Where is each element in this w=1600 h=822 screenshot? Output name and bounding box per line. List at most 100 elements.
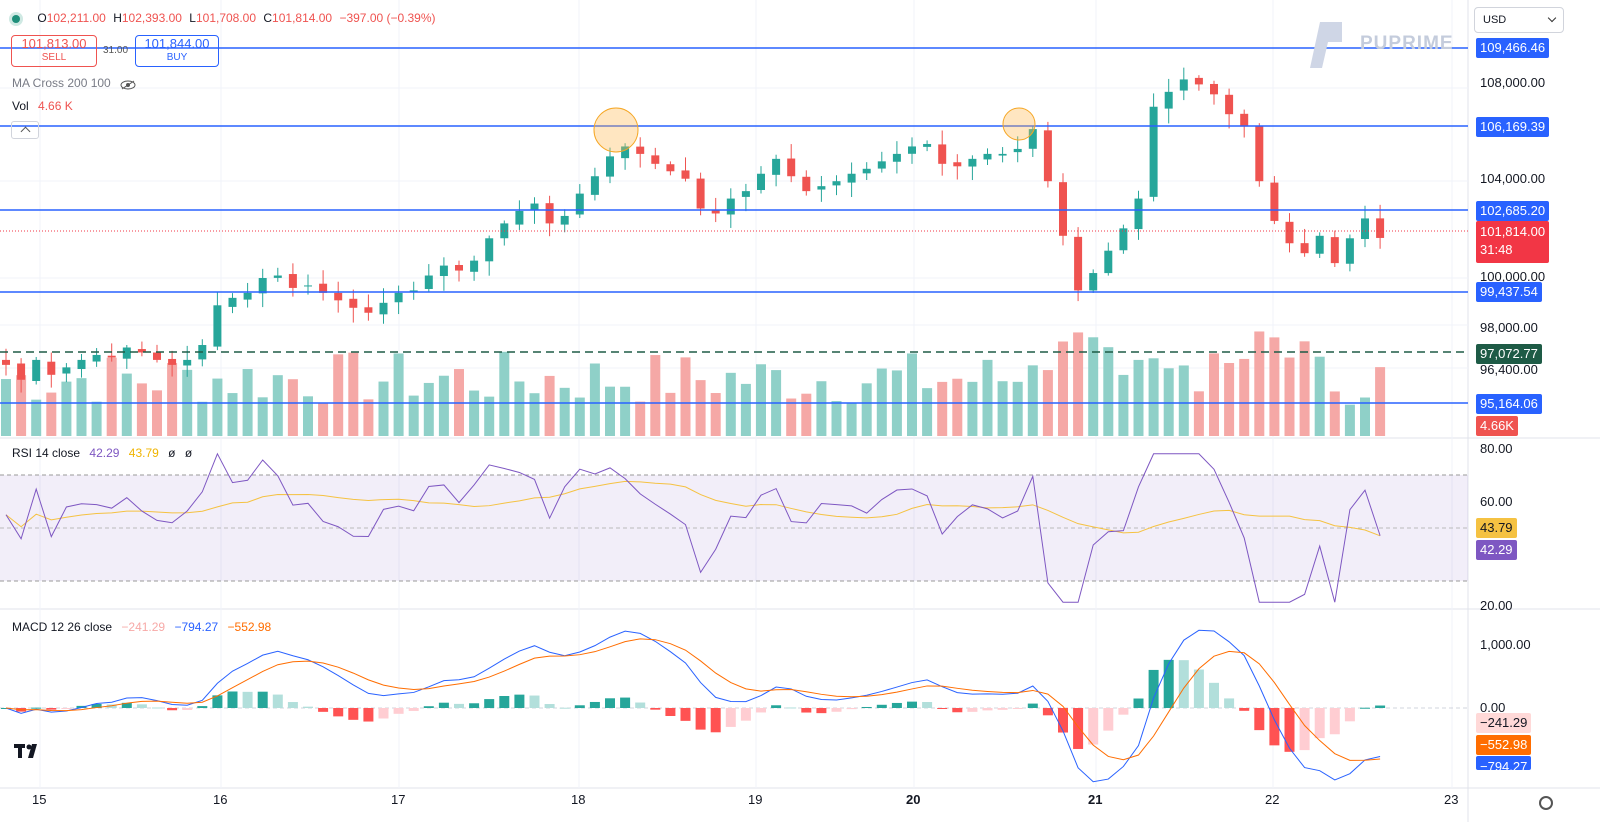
level-tag[interactable]: 102,685.20 (1476, 201, 1550, 221)
volume-bar (816, 381, 827, 436)
macd-histogram-bar (620, 697, 631, 708)
macd-histogram-bar (831, 708, 842, 712)
volume-bar (650, 355, 661, 436)
rsi-extra: ø (184, 446, 193, 460)
volume-bar (1103, 347, 1114, 436)
candle-body (575, 193, 584, 215)
macd-histogram-bar (197, 706, 208, 708)
candle-body (832, 181, 841, 186)
spread-value: 31.00 (103, 45, 129, 56)
level-tag[interactable]: 95,164.06 (1476, 394, 1542, 414)
price-tick: 108,000.00 (1480, 75, 1546, 90)
buy-button[interactable]: 101,844.00 BUY (135, 35, 219, 67)
settings-gear-icon[interactable] (1539, 796, 1553, 810)
time-tick: 22 (1265, 792, 1280, 807)
macd-histogram-bar (589, 701, 600, 708)
macd-histogram-bar (333, 708, 344, 717)
candle-body (1043, 130, 1052, 182)
rsi-tick: 20.00 (1480, 598, 1513, 613)
macd-histogram-bar (423, 706, 434, 708)
candle-body (1119, 228, 1128, 251)
time-axis[interactable]: 15 16 17 18 19 20 21 22 23 (0, 792, 1470, 816)
sell-button[interactable]: 101,813.00 SELL (11, 35, 97, 67)
macd-signal-tag: −552.98 (1476, 735, 1532, 755)
volume-bar (1344, 404, 1355, 436)
brand-logo (1306, 20, 1346, 73)
volume-bar (46, 392, 57, 436)
candle-body (545, 203, 554, 224)
volume-label: Vol (12, 99, 29, 113)
level-tag[interactable]: 106,169.39 (1476, 117, 1550, 137)
macd-line-tag: −794.27 (1476, 756, 1532, 770)
candle-body (953, 162, 962, 167)
macd-histogram-bar (287, 702, 298, 708)
candle-body (349, 298, 358, 308)
macd-histogram-bar (635, 702, 646, 708)
last-price: 101,814.00 (1480, 224, 1546, 239)
macd-histogram-bar (605, 698, 615, 708)
volume-bar (922, 388, 933, 436)
macd-histogram-bar (363, 708, 374, 722)
volume-bar (997, 381, 1008, 436)
candle-body (273, 275, 282, 278)
eye-hidden-icon[interactable] (120, 79, 136, 90)
volume-bar (907, 353, 917, 436)
macd-signal-value: −552.98 (227, 620, 272, 634)
macd-histogram-bar (484, 699, 495, 708)
candle-body (1300, 243, 1309, 254)
candle-body (696, 178, 705, 209)
change-value: −397.00 (−0.39%) (339, 11, 436, 25)
macd-tick: 0.00 (1480, 700, 1506, 715)
volume-bar (152, 390, 162, 436)
macd-histogram-bar (801, 708, 812, 713)
volume-bar (1133, 359, 1144, 436)
macd-histogram-bar (559, 707, 570, 709)
level-tag[interactable]: 97,072.77 (1476, 344, 1542, 364)
candle-body (379, 302, 388, 315)
candle-body (32, 359, 41, 382)
macd-histogram-bar (680, 708, 691, 721)
volume-bar (725, 372, 736, 436)
volume-bar (559, 387, 570, 436)
volume-bar (665, 392, 676, 436)
macd-histogram-bar (816, 708, 827, 714)
macd-histogram-bar (997, 708, 1008, 710)
ma-cross-legend[interactable]: MA Cross 200 100 (12, 76, 142, 90)
rsi-line (5, 452, 1381, 603)
volume-bar (740, 383, 751, 436)
macd-histogram-bar (469, 703, 480, 708)
candle-body (107, 355, 116, 358)
currency-select[interactable]: USD (1474, 7, 1564, 33)
candle-body (439, 265, 448, 277)
candle-body (243, 292, 252, 300)
collapse-legend-button[interactable] (11, 121, 39, 139)
volume-bar (1314, 356, 1325, 436)
candle-body (288, 274, 297, 288)
macd-histogram-bar (1073, 708, 1084, 749)
rsi-legend[interactable]: RSI 14 close 42.29 43.79 ø ø (12, 446, 198, 460)
volume-bar (1239, 358, 1250, 436)
candle-body (787, 158, 796, 177)
macd-histogram-bar (91, 703, 102, 708)
rsi-value: 42.29 (89, 446, 120, 460)
macd-legend[interactable]: MACD 12 26 close −241.29 −794.27 −552.98 (12, 620, 277, 634)
level-tag[interactable]: 109,466.46 (1476, 38, 1550, 58)
volume-legend[interactable]: Vol 4.66 K (12, 99, 79, 113)
volume-bar (272, 375, 283, 436)
macd-histogram-bar (1193, 669, 1204, 708)
macd-histogram-bar (31, 707, 42, 709)
macd-histogram-bar (1103, 708, 1114, 731)
volume-bar (1088, 337, 1099, 436)
volume-bar (499, 351, 510, 436)
macd-histogram-bar (876, 704, 887, 708)
volume-bar (1360, 397, 1370, 436)
level-tag[interactable]: 99,437.54 (1476, 282, 1542, 302)
candle-body (741, 191, 750, 197)
candle-body (1255, 125, 1264, 182)
volume-bar (786, 398, 797, 436)
candle-body (334, 292, 343, 301)
time-tick: 21 (1088, 792, 1103, 807)
high-value: 102,393.00 (121, 11, 182, 25)
candle-body (711, 209, 720, 214)
